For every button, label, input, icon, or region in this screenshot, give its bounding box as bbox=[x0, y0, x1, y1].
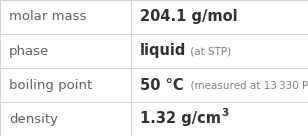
Text: molar mass: molar mass bbox=[9, 10, 87, 24]
Text: boiling point: boiling point bbox=[9, 78, 92, 92]
Text: (at STP): (at STP) bbox=[187, 46, 231, 56]
Text: 50 °C: 50 °C bbox=[140, 78, 184, 92]
Text: liquid: liquid bbox=[140, 44, 187, 58]
Text: phase: phase bbox=[9, 44, 50, 58]
Text: (measured at 13 330 Pa): (measured at 13 330 Pa) bbox=[184, 80, 308, 90]
Text: 204.1 g/mol: 204.1 g/mol bbox=[140, 10, 238, 24]
Text: density: density bbox=[9, 112, 58, 126]
Text: 1.32 g/cm: 1.32 g/cm bbox=[140, 112, 221, 126]
Text: 3: 3 bbox=[221, 108, 229, 118]
